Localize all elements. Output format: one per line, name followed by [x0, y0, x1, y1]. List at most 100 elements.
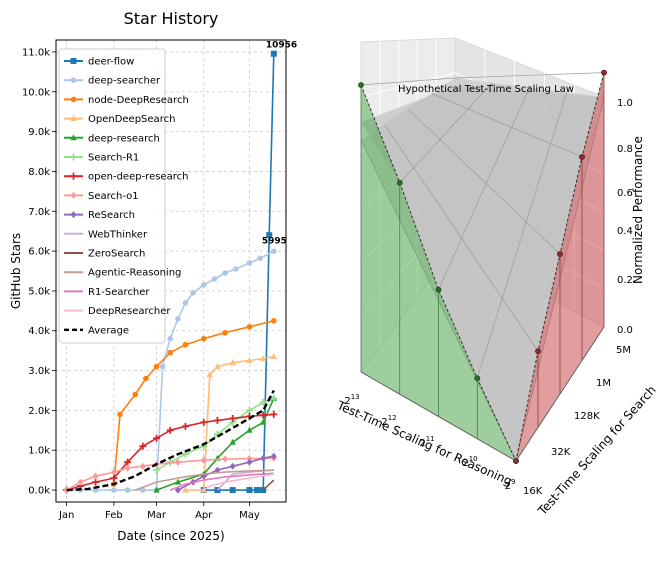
- data-point: [124, 458, 132, 466]
- legend-item: open-deep-research: [64, 172, 188, 183]
- legend-label: DeepResearcher: [88, 306, 171, 317]
- series-Search-o1: [63, 454, 277, 494]
- data-point: [70, 115, 77, 122]
- y-tick-label: 128K: [574, 411, 600, 422]
- data-point: [259, 398, 267, 406]
- search-point: [601, 69, 607, 76]
- series-Search-R1: [153, 394, 278, 474]
- surface-meshline: [431, 93, 583, 158]
- legend-label: Search-o1: [88, 191, 139, 202]
- series-line: [134, 469, 274, 491]
- legend-label: R1-Searcher: [88, 287, 150, 298]
- data-point: [246, 426, 253, 433]
- data-point: [270, 410, 278, 418]
- series-line: [185, 355, 274, 491]
- y-tick-label: 11.0k: [22, 47, 50, 58]
- surface-meshline: [476, 92, 568, 379]
- x-tick-label: Apr: [195, 510, 213, 521]
- series-R1-Searcher: [169, 472, 274, 491]
- floor-edge: [360, 326, 605, 462]
- data-point: [110, 468, 117, 476]
- surface-meshline: [384, 124, 539, 352]
- z-axis-label: Normalized Performance: [631, 136, 645, 284]
- x-tick-label: May: [239, 510, 260, 521]
- y-tick-label: 3.0k: [28, 366, 50, 377]
- chart-title: Hypothetical Test-Time Scaling Law: [398, 84, 574, 95]
- data-point: [182, 300, 189, 306]
- search-point: [535, 348, 541, 355]
- data-point: [70, 58, 77, 64]
- data-point: [159, 363, 166, 370]
- data-point: [167, 335, 174, 342]
- y-tick-label: 5M: [616, 345, 631, 356]
- data-point: [245, 406, 253, 414]
- surface-meshline: [438, 87, 530, 290]
- data-point: [117, 411, 123, 418]
- legend-item: R1-Searcher: [64, 287, 150, 298]
- data-point: [213, 416, 221, 424]
- y-tick-label: 8.0k: [28, 167, 50, 178]
- data-point: [246, 323, 253, 330]
- reasoning-point: [435, 286, 442, 293]
- data-point: [260, 454, 267, 462]
- legend-label: OpenDeepSearch: [88, 114, 175, 125]
- data-point: [229, 414, 237, 422]
- data-point: [92, 478, 100, 486]
- data-point: [270, 50, 277, 57]
- search-point: [557, 251, 563, 257]
- data-point: [182, 486, 189, 493]
- data-point: [266, 232, 273, 239]
- data-point: [153, 486, 160, 493]
- x-axis-label: Date (since 2025): [117, 529, 224, 543]
- data-point: [254, 487, 261, 494]
- legend-label: ReSearch: [88, 210, 135, 221]
- data-point: [77, 478, 84, 486]
- data-point: [111, 487, 117, 493]
- data-point: [246, 458, 253, 466]
- data-point: [270, 353, 277, 360]
- z-tick-label: 0.4: [617, 226, 633, 237]
- data-point: [246, 260, 253, 266]
- y-tick-label: 7.0k: [28, 207, 50, 218]
- x-tick-label: 211: [419, 435, 434, 449]
- data-point: [232, 266, 239, 272]
- legend-item: OpenDeepSearch: [64, 114, 175, 125]
- data-point: [246, 487, 253, 494]
- data-point: [153, 466, 161, 474]
- legend-item: DeepResearcher: [64, 306, 171, 317]
- y-tick-label: 0.0k: [28, 486, 50, 497]
- surface-meshline: [399, 82, 493, 184]
- z-tick-label: 0.2: [617, 275, 633, 286]
- data-point: [70, 191, 77, 199]
- legend-label: deer-flow: [88, 57, 134, 68]
- y-tick-label: 32K: [551, 447, 571, 458]
- legend-label: open-deep-research: [88, 172, 188, 183]
- data-point: [229, 462, 236, 470]
- series-line: [203, 473, 274, 491]
- data-point: [200, 282, 207, 288]
- legend-label: deep-research: [88, 133, 160, 144]
- data-point: [70, 134, 77, 141]
- annotation-label: 5995: [262, 236, 287, 246]
- x-tick-label: 212: [381, 414, 396, 428]
- data-point: [190, 290, 196, 296]
- legend-item: WebThinker: [64, 229, 148, 240]
- data-point: [246, 357, 253, 364]
- y-tick-label: 10.0k: [22, 87, 50, 98]
- z-tick-label: 0.8: [617, 144, 633, 155]
- data-point: [70, 172, 77, 180]
- scaling-law-3d-chart: Hypothetical Test-Time Scaling Law 213 212…: [334, 37, 659, 518]
- data-point: [175, 315, 181, 322]
- data-point: [229, 438, 236, 445]
- series-line: [169, 472, 274, 491]
- reasoning-edge: [360, 84, 517, 462]
- data-point: [257, 255, 263, 262]
- legend-item: deer-flow: [64, 57, 134, 68]
- legend-item: deep-research: [64, 133, 160, 144]
- data-point: [70, 96, 77, 103]
- data-point: [271, 248, 277, 255]
- data-point: [166, 426, 174, 434]
- data-point: [153, 363, 160, 370]
